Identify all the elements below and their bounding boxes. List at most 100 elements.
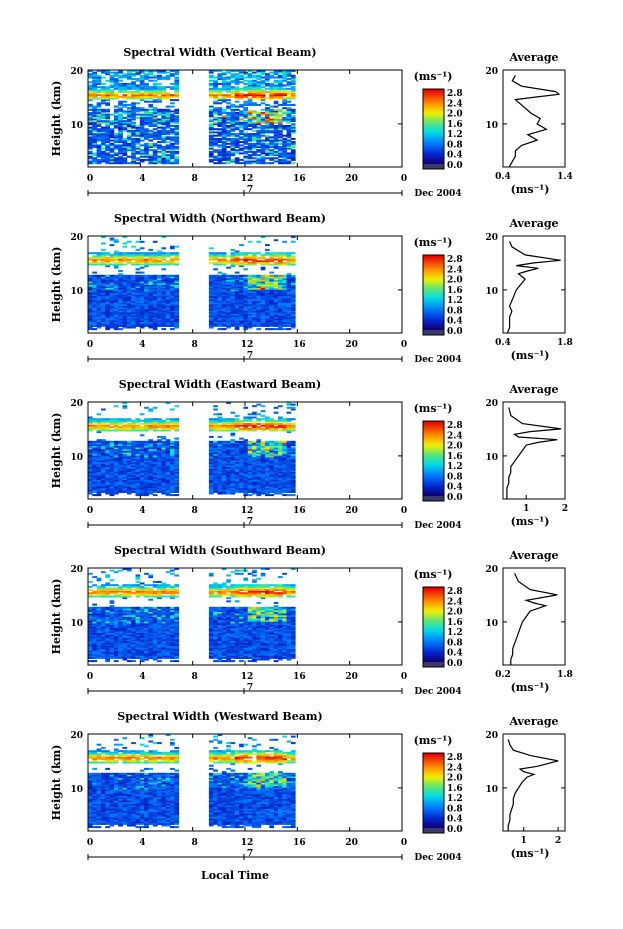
colorbar-band — [423, 137, 444, 141]
y-tick-label: 10 — [70, 121, 83, 131]
colorbar-band — [423, 281, 444, 284]
colorbar-band — [423, 609, 444, 612]
colorbar-band — [423, 139, 444, 143]
colorbar-tick-label: 2.8 — [447, 255, 463, 265]
colorbar-band — [423, 102, 444, 105]
average-title: Average — [508, 549, 558, 562]
panel-title: Spectral Width (Eastward Beam) — [119, 378, 321, 391]
colorbar-band — [423, 783, 444, 786]
colorbar-band — [423, 811, 444, 814]
colorbar-band — [423, 758, 444, 762]
colorbar-band — [423, 264, 444, 267]
colorbar-tick-label: 2.4 — [447, 763, 463, 773]
colorbar-band — [423, 647, 444, 650]
colorbar-band — [423, 273, 444, 277]
colorbar-band — [423, 796, 444, 799]
colorbar-band — [423, 421, 444, 424]
colorbar-band — [423, 768, 444, 771]
colorbar-tick-label: 2.8 — [447, 753, 463, 763]
panel-title: Spectral Width (Westward Beam) — [117, 710, 322, 723]
average-xlabel: (ms⁻¹) — [511, 515, 550, 528]
colorbar-band — [423, 141, 444, 144]
colorbar-band — [423, 803, 444, 807]
colorbar-band — [423, 766, 444, 769]
colorbar-band — [423, 488, 444, 491]
colorbar-tick-label: 1.2 — [447, 794, 463, 804]
colorbar-tick-label: 2.0 — [447, 608, 463, 618]
colorbar-tick-label: 2.4 — [447, 265, 463, 275]
avg-x-tick-label: 1.8 — [557, 670, 573, 680]
colorbar-band — [423, 305, 444, 309]
day-label: 7 — [247, 849, 253, 859]
colorbar-band — [423, 300, 444, 303]
colorbar-band — [423, 296, 444, 299]
colorbar-band — [423, 764, 444, 767]
average-panel: Average 10 20 0.4 1.8 (ms⁻¹) — [485, 217, 572, 362]
colorbar-band — [423, 107, 444, 111]
colorbar-band — [423, 820, 444, 823]
colorbar-band — [423, 590, 444, 594]
colorbar-band — [423, 630, 444, 633]
colorbar-band — [423, 290, 444, 294]
colorbar-band — [423, 320, 444, 324]
colorbar-band — [423, 113, 444, 116]
colorbar-band — [423, 117, 444, 120]
colorbar-band — [423, 149, 444, 152]
colorbar-band — [423, 255, 444, 258]
colorbar-tick-label: 0.8 — [447, 472, 463, 482]
colorbar-tick-label: 1.2 — [447, 628, 463, 638]
colorbar-tick-label: 2.8 — [447, 421, 463, 431]
colorbar-band — [423, 326, 444, 329]
x-tick-label: 12 — [241, 506, 254, 516]
average-xlabel: (ms⁻¹) — [511, 847, 550, 860]
average-frame — [502, 401, 566, 500]
colorbar-band — [423, 271, 444, 275]
colorbar-band — [423, 598, 444, 601]
colorbar-tick-label: 1.2 — [447, 462, 463, 472]
avg-x-tick-label: 0.2 — [495, 670, 511, 680]
panel-title: Spectral Width (Southward Beam) — [114, 544, 326, 557]
colorbar-band — [423, 469, 444, 473]
colorbar-band — [423, 294, 444, 297]
y-axis-label: Height (km) — [50, 579, 63, 655]
colorbar: 2.82.42.01.61.20.80.40.0 — [422, 586, 463, 669]
panel-4: Spectral Width (Southward Beam) 0 4 8 12 16 20… — [50, 544, 573, 697]
colorbar-band — [423, 447, 444, 450]
colorbar-band — [423, 134, 444, 137]
average-profile-line — [508, 75, 561, 168]
colorbar-band — [423, 615, 444, 618]
colorbar-band — [423, 639, 444, 642]
colorbar-band — [423, 626, 444, 629]
colorbar-unit: (ms⁻¹) — [414, 70, 453, 83]
colorbar-band — [423, 484, 444, 488]
colorbar-band — [423, 443, 444, 446]
colorbar-band — [423, 268, 444, 271]
colorbar-tick-label: 2.8 — [447, 587, 463, 597]
colorbar-band — [423, 660, 444, 663]
day-label: 7 — [247, 351, 253, 361]
colorbar-band — [423, 160, 444, 163]
date-label: Dec 2004 — [414, 521, 461, 531]
colorbar: 2.82.42.01.61.20.80.40.0 — [422, 420, 463, 503]
colorbar-band — [423, 814, 444, 818]
colorbar-band — [423, 288, 444, 292]
colorbar-band — [423, 771, 444, 775]
x-tick-label: 4 — [139, 174, 145, 184]
colorbar-tick-label: 0.4 — [447, 317, 463, 327]
colorbar-band — [423, 775, 444, 778]
colorbar-tick-label: 1.2 — [447, 130, 463, 140]
x-tick-label: 4 — [139, 340, 145, 350]
colorbar-band — [423, 285, 444, 288]
colorbar-band — [423, 587, 444, 590]
colorbar-band — [423, 473, 444, 476]
colorbar-band — [423, 826, 444, 829]
average-title: Average — [508, 51, 558, 64]
colorbar-band — [423, 464, 444, 467]
colorbar-band — [423, 292, 444, 295]
colorbar-band — [423, 128, 444, 131]
colorbar-tick-label: 0.4 — [447, 151, 463, 161]
colorbar-band — [423, 792, 444, 795]
y-tick-label: 20 — [70, 565, 83, 575]
panel-3: Spectral Width (Eastward Beam)0 4 8 12 16 20 0… — [50, 378, 568, 531]
colorbar-unit: (ms⁻¹) — [414, 568, 453, 581]
